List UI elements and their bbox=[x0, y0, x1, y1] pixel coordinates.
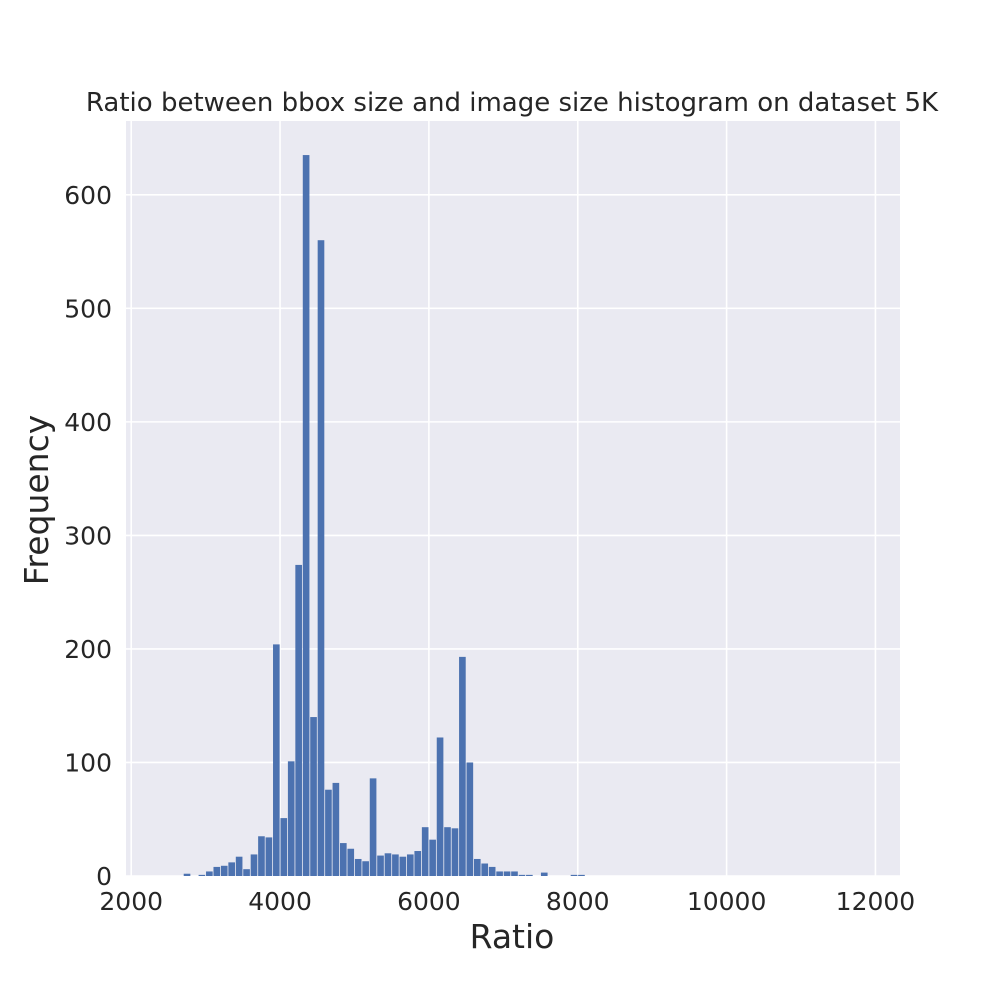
histogram-bar bbox=[392, 854, 399, 876]
histogram-bar bbox=[421, 827, 429, 876]
histogram-bar bbox=[362, 861, 369, 876]
histogram-bar bbox=[473, 858, 481, 876]
histogram-bar bbox=[250, 854, 258, 876]
y-tick-label: 600 bbox=[64, 181, 112, 210]
histogram-bar bbox=[444, 827, 451, 876]
y-tick-label: 0 bbox=[96, 862, 112, 891]
histogram-bar bbox=[578, 874, 585, 876]
histogram-bar bbox=[213, 866, 221, 876]
histogram-bar bbox=[243, 869, 250, 876]
histogram-bar bbox=[503, 871, 511, 876]
x-axis-label: Ratio bbox=[470, 917, 555, 956]
histogram-bar bbox=[511, 871, 518, 876]
y-tick-labels: 0 100 200 300 400 500 600 bbox=[64, 181, 112, 891]
histogram-bars bbox=[183, 155, 585, 877]
chart-title: Ratio between bbox size and image size h… bbox=[86, 88, 939, 118]
histogram-bar bbox=[526, 874, 533, 876]
x-tick-label: 12000 bbox=[836, 887, 916, 916]
histogram-bar bbox=[496, 871, 503, 876]
histogram-bar bbox=[280, 818, 288, 876]
histogram-bar bbox=[302, 155, 310, 876]
histogram-bar bbox=[287, 761, 295, 876]
histogram-bar bbox=[399, 856, 407, 876]
histogram-bar bbox=[488, 866, 496, 876]
histogram-bar bbox=[451, 828, 459, 876]
histogram-bar bbox=[429, 839, 436, 876]
histogram-bar bbox=[265, 837, 273, 876]
histogram-bar bbox=[206, 871, 213, 876]
y-tick-label: 200 bbox=[64, 635, 112, 664]
histogram-bar bbox=[384, 853, 392, 876]
plot-background bbox=[126, 121, 900, 876]
histogram-bar bbox=[325, 789, 332, 876]
histogram-bar bbox=[258, 836, 265, 876]
histogram-bar bbox=[183, 873, 191, 876]
grid-lines bbox=[126, 121, 900, 877]
histogram-bar bbox=[310, 717, 317, 876]
y-tick-label: 100 bbox=[64, 748, 112, 777]
x-tick-label: 10000 bbox=[687, 887, 767, 916]
histogram-bar bbox=[518, 874, 526, 876]
histogram-bar bbox=[347, 848, 355, 876]
histogram-bar bbox=[377, 855, 384, 876]
histogram-bar bbox=[339, 843, 347, 876]
histogram-bar bbox=[354, 858, 362, 876]
histogram-bar bbox=[198, 874, 206, 876]
y-tick-label: 400 bbox=[64, 408, 112, 437]
histogram-bar bbox=[459, 656, 466, 876]
y-tick-label: 500 bbox=[64, 294, 112, 323]
histogram-bar bbox=[220, 865, 228, 876]
x-tick-label: 8000 bbox=[546, 887, 610, 916]
histogram-bar bbox=[436, 737, 444, 876]
histogram-bar bbox=[317, 240, 325, 877]
x-tick-labels: 2000 4000 6000 8000 10000 12000 bbox=[99, 887, 915, 916]
histogram-bar bbox=[228, 862, 236, 876]
histogram-bar bbox=[273, 644, 280, 876]
histogram-bar bbox=[481, 863, 489, 876]
x-tick-label: 2000 bbox=[99, 887, 163, 916]
histogram-bar bbox=[332, 782, 340, 876]
histogram-bar bbox=[540, 872, 548, 876]
histogram-bar bbox=[414, 851, 422, 876]
histogram-bar bbox=[369, 778, 377, 876]
histogram-bar bbox=[406, 854, 414, 876]
x-tick-label: 4000 bbox=[248, 887, 312, 916]
histogram-bar bbox=[235, 856, 243, 876]
y-tick-label: 300 bbox=[64, 521, 112, 550]
histogram-bar bbox=[466, 762, 474, 876]
histogram-bar bbox=[295, 564, 302, 876]
y-axis-label: Frequency bbox=[17, 415, 56, 585]
histogram-bar bbox=[570, 874, 578, 876]
x-tick-label: 6000 bbox=[397, 887, 461, 916]
